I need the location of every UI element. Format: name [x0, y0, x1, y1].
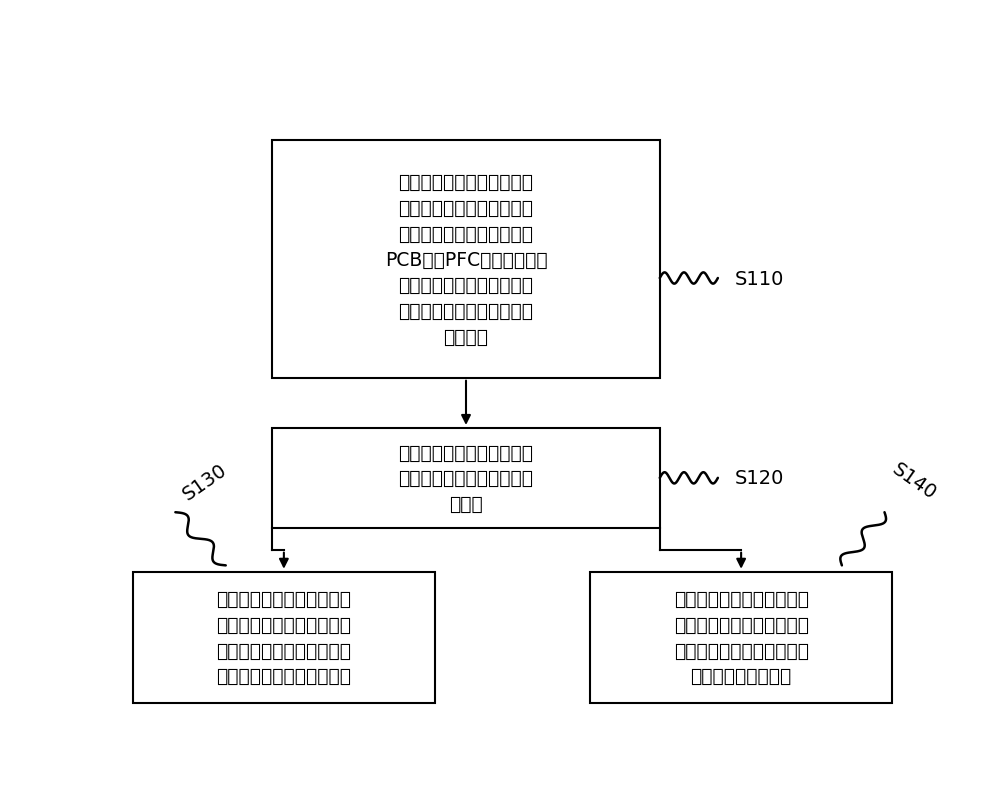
Text: S120: S120 — [735, 469, 784, 487]
Text: 获取所述空调中发热器件的
当前温度；所述发热器件，
包括：功率模块、散热器、
PCB板和PFC电路的电感；
所述发热器件的当前温度，
为所述发热器件的温度中的
: 获取所述空调中发热器件的 当前温度；所述发热器件， 包括：功率模块、散热器、 P… — [385, 173, 547, 346]
Text: S130: S130 — [179, 459, 231, 503]
Bar — [590, 572, 892, 703]
Bar — [133, 572, 435, 703]
Text: 确定所述发热器件的当前温
度是否大于或等于第一预设
温度值: 确定所述发热器件的当前温 度是否大于或等于第一预设 温度值 — [398, 443, 534, 513]
Text: S140: S140 — [888, 459, 940, 503]
Bar — [272, 428, 660, 528]
Text: 若所述发热器件的当前温度
大于或等于所述第一预设温
度值，则控制所述空调的散
热风机按设定的高风档运行: 若所述发热器件的当前温度 大于或等于所述第一预设温 度值，则控制所述空调的散 热… — [216, 590, 351, 685]
Bar — [272, 141, 660, 378]
Text: 若所述发热器件的当前温度
小于所述第一预设温度值，
则控制所述空调的散热风机
按设定的低风档运行: 若所述发热器件的当前温度 小于所述第一预设温度值， 则控制所述空调的散热风机 按… — [674, 590, 809, 685]
Text: S110: S110 — [735, 269, 784, 288]
